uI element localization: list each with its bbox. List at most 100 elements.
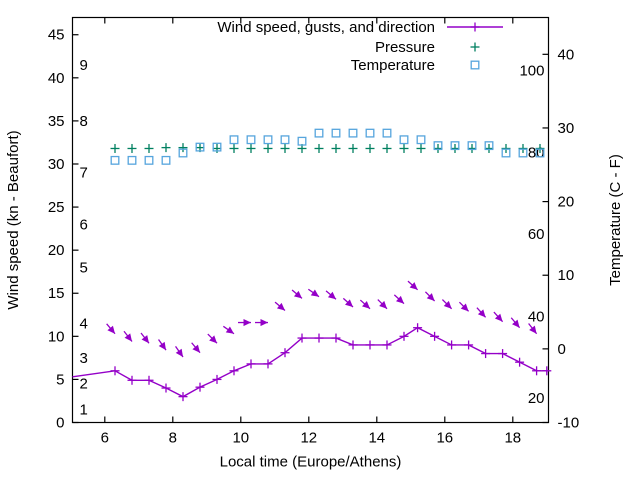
wind-speed-marker xyxy=(314,333,324,343)
temperature-marker xyxy=(535,148,545,158)
beaufort-label: 7 xyxy=(80,165,88,182)
y2-tick-label: 20 xyxy=(558,194,575,211)
temperature-marker xyxy=(467,141,477,151)
x-tick-label: 10 xyxy=(232,430,249,447)
x-tick-label: 16 xyxy=(436,430,453,447)
wind-speed-marker xyxy=(331,333,341,343)
wind-speed-marker xyxy=(229,366,239,376)
wind-speed-marker xyxy=(348,340,358,350)
y-axis-title: Wind speed (kn - Beaufort) xyxy=(5,130,22,309)
wind-direction-arrow xyxy=(175,345,184,358)
beaufort-label: 3 xyxy=(80,350,88,367)
temperature-marker xyxy=(399,135,409,145)
legend-sample-marker xyxy=(470,60,480,70)
temperature-marker xyxy=(263,135,273,145)
beaufort-label: 6 xyxy=(80,216,88,233)
temperature-marker xyxy=(110,155,120,165)
pressure-marker xyxy=(348,143,358,153)
y2-tick-label: 10 xyxy=(558,267,575,284)
wind-direction-arrow xyxy=(238,318,251,327)
y-tick-label: 25 xyxy=(48,199,65,216)
beaufort-label: 4 xyxy=(80,315,88,332)
x-tick-label: 8 xyxy=(169,430,177,447)
legend-sample-marker xyxy=(470,22,480,32)
wind-speed-marker xyxy=(144,375,154,385)
pressure-marker xyxy=(263,143,273,153)
wind-speed-marker xyxy=(481,349,491,359)
beaufort-label: 1 xyxy=(80,402,88,419)
wind-direction-arrow xyxy=(140,332,150,344)
wind-direction-arrow xyxy=(274,301,286,311)
wind-speed-marker xyxy=(382,340,392,350)
temperature-marker xyxy=(161,155,171,165)
temperature-marker xyxy=(212,142,222,152)
fahrenheit-label: 40 xyxy=(528,308,545,325)
temperature-marker xyxy=(416,135,426,145)
wind-direction-arrow xyxy=(123,330,133,342)
wind-direction-arrow xyxy=(528,323,538,335)
wind-speed-marker xyxy=(178,392,188,402)
wind-speed-marker xyxy=(110,366,120,376)
y-tick-label: 0 xyxy=(56,415,64,432)
wind-speed-marker xyxy=(447,340,457,350)
temperature-marker xyxy=(314,128,324,138)
beaufort-label: 5 xyxy=(80,259,88,276)
y2-tick-label: 0 xyxy=(558,341,566,358)
wind-direction-arrow xyxy=(493,311,504,323)
temperature-marker xyxy=(229,135,239,145)
wind-speed-marker xyxy=(515,357,525,367)
plot-border xyxy=(71,16,550,424)
pressure-marker xyxy=(450,143,460,153)
beaufort-label: 8 xyxy=(80,113,88,130)
pressure-marker xyxy=(416,143,426,153)
fahrenheit-label: 60 xyxy=(528,226,545,243)
pressure-marker xyxy=(314,143,324,153)
wind-direction-arrow xyxy=(476,307,487,318)
wind-speed-marker xyxy=(464,340,474,350)
wind-direction-arrow xyxy=(393,294,405,305)
legend-label: Wind speed, gusts, and direction xyxy=(217,19,435,36)
pressure-marker xyxy=(212,143,222,153)
wind-direction-arrow xyxy=(325,290,337,300)
pressure-marker xyxy=(433,143,443,153)
wind-speed-marker xyxy=(161,383,171,393)
temperature-marker xyxy=(450,141,460,151)
temperature-marker xyxy=(127,155,137,165)
y-tick-label: 40 xyxy=(48,70,65,87)
wind-direction-arrow xyxy=(158,339,167,351)
pressure-marker xyxy=(110,143,120,153)
temperature-marker xyxy=(178,148,188,158)
temperature-marker xyxy=(144,155,154,165)
x-tick-label: 6 xyxy=(101,430,109,447)
wind-speed-marker xyxy=(365,340,375,350)
wind-direction-arrow xyxy=(510,317,521,329)
beaufort-label: 9 xyxy=(80,57,88,74)
wind-direction-arrow xyxy=(458,301,470,312)
temperature-marker xyxy=(433,141,443,151)
y2-tick-label: 30 xyxy=(558,120,575,137)
legend-sample-marker xyxy=(470,42,480,52)
wind-speed-marker xyxy=(263,359,273,369)
legend-label: Pressure xyxy=(375,39,435,56)
pressure-marker xyxy=(365,143,375,153)
pressure-marker xyxy=(331,143,341,153)
temperature-marker xyxy=(246,135,256,145)
pressure-marker xyxy=(280,143,290,153)
fahrenheit-label: 100 xyxy=(519,63,544,80)
y-tick-label: 30 xyxy=(48,156,65,173)
x-tick-label: 18 xyxy=(504,430,521,447)
wind-speed-marker xyxy=(280,348,290,358)
temperature-marker xyxy=(280,135,290,145)
beaufort-label: 2 xyxy=(80,376,88,393)
temperature-marker xyxy=(297,136,307,146)
wind-speed-marker xyxy=(399,331,409,341)
pressure-marker xyxy=(144,143,154,153)
x-tick-label: 14 xyxy=(368,430,385,447)
x-axis-title: Local time (Europe/Athens) xyxy=(220,454,402,471)
wind-speed-marker xyxy=(430,331,440,341)
temperature-marker xyxy=(382,128,392,138)
wind-direction-arrow xyxy=(207,333,218,344)
wind-direction-arrow xyxy=(342,297,354,308)
pressure-marker xyxy=(535,143,545,153)
